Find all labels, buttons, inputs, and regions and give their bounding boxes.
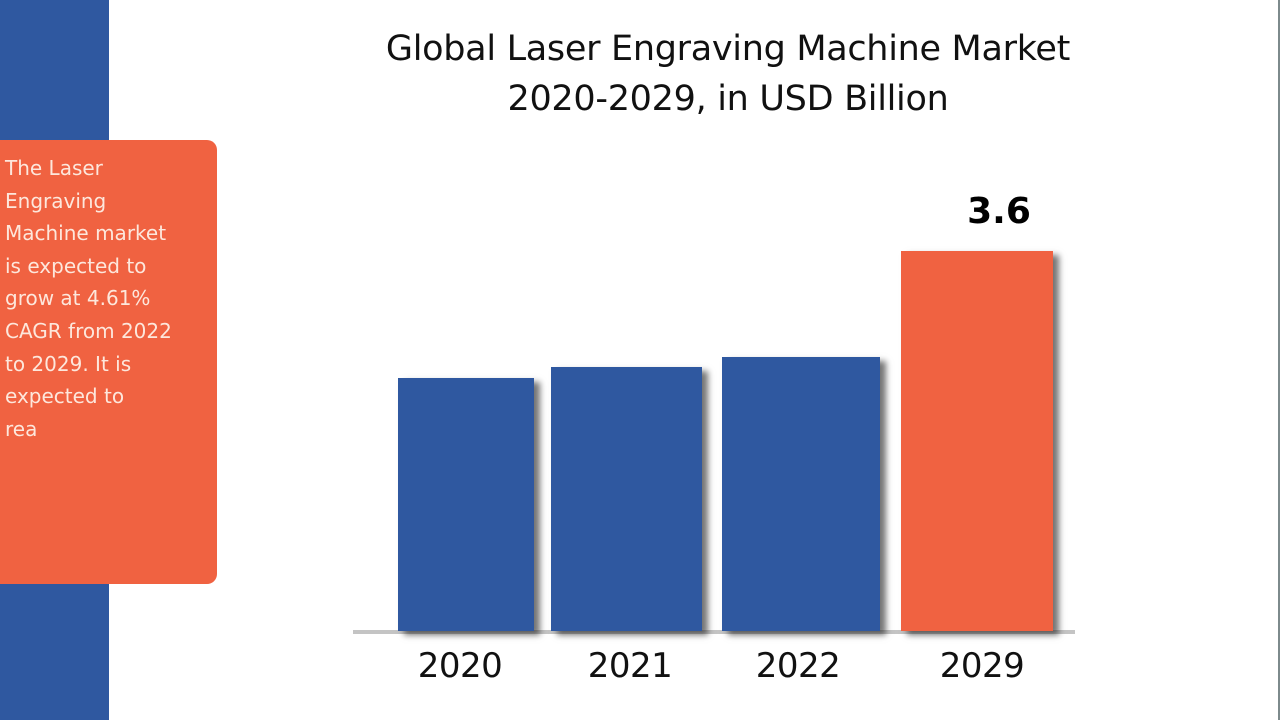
bar-2022 <box>722 357 880 631</box>
info-line: is expected to <box>5 253 147 278</box>
x-axis-tick-label: 2022 <box>755 646 841 686</box>
info-line: rea <box>5 416 38 441</box>
chart-title-line-1: Global Laser Engraving Machine Market <box>385 29 1071 69</box>
x-axis-tick-label: 2020 <box>417 646 503 686</box>
bar-2029 <box>901 251 1053 631</box>
bar-2021 <box>551 367 702 631</box>
info-line: The Laser <box>5 156 103 180</box>
info-line: to 2029. It is <box>5 351 132 376</box>
info-line: expected to <box>5 384 125 409</box>
info-line: Machine market <box>5 221 167 246</box>
bar-value-label: 3.6 <box>967 191 1031 232</box>
x-axis-baseline <box>353 630 1075 634</box>
x-axis-tick-label: 2021 <box>587 646 673 686</box>
chart-title: Global Laser Engraving Machine Market 20… <box>340 24 1116 124</box>
chart-title-line-2: 2020-2029, in USD Billion <box>507 79 949 119</box>
right-edge-divider <box>1278 0 1280 720</box>
bar-2020 <box>398 378 534 631</box>
info-line: grow at 4.61% <box>5 286 151 311</box>
info-line: CAGR from 2022 <box>5 318 172 343</box>
x-axis-tick-label: 2029 <box>939 646 1025 686</box>
info-line: Engraving <box>5 188 107 213</box>
info-callout-panel: The Laser Engraving Machine market is ex… <box>0 140 217 584</box>
